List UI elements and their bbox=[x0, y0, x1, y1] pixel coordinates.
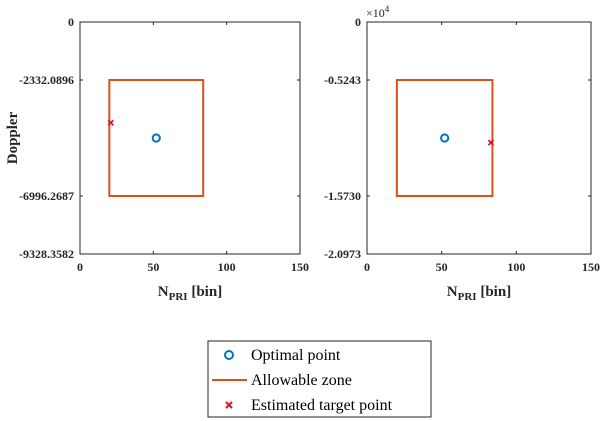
estimated-target-point-marker bbox=[487, 139, 495, 146]
allowable-zone-rect bbox=[108, 79, 205, 197]
y-tick-label: -9328.3582 bbox=[19, 247, 74, 261]
y-tick-label: -6996.2687 bbox=[19, 189, 74, 203]
y-tick-label: -0.5243 bbox=[324, 73, 361, 87]
optimal-point-marker bbox=[440, 133, 450, 143]
y-tick-label: -2332.0896 bbox=[19, 73, 74, 87]
legend-item-estimated-target-point: Estimated target point bbox=[225, 397, 393, 414]
legend: Optimal point Allowable zone Estimated t… bbox=[207, 340, 432, 418]
legend-label-optimal-point: Optimal point bbox=[251, 347, 341, 364]
legend-item-allowable-zone: Allowable zone bbox=[212, 372, 352, 389]
x-tick-label: 0 bbox=[77, 260, 83, 274]
optimal-point-marker bbox=[151, 133, 161, 143]
axes-box-left bbox=[79, 21, 301, 255]
y-axis-label-left: Doppler bbox=[5, 111, 21, 164]
x-axis-label-right: NPRI [bin] bbox=[447, 284, 511, 303]
axes-box-right bbox=[366, 21, 592, 255]
x-tick-label: 50 bbox=[147, 260, 159, 274]
x-tick-label: 50 bbox=[436, 260, 448, 274]
y-tick-label: -2.0973 bbox=[324, 247, 361, 261]
legend-item-optimal-point: Optimal point bbox=[224, 347, 341, 364]
y-tick-label: 0 bbox=[68, 15, 74, 29]
subplot-right: 0 50 100 150 0 -0.5243 -1.5730 -2.0973 NPRI [b… bbox=[324, 4, 600, 303]
x-tick-label: 100 bbox=[218, 260, 236, 274]
x-tick-label: 100 bbox=[507, 260, 525, 274]
x-tick-label: 150 bbox=[291, 260, 309, 274]
x-tick-label: 150 bbox=[582, 260, 600, 274]
x-axis-label-left: NPRI [bin] bbox=[158, 284, 222, 303]
legend-circle-marker bbox=[224, 350, 234, 360]
x-tick-label: 0 bbox=[364, 260, 370, 274]
legend-cross-marker bbox=[225, 401, 233, 409]
subplot-left: 0 50 100 150 0 -2332.0896 -6996.2687 -9328.358… bbox=[5, 15, 309, 303]
y-tick-label: 0 bbox=[355, 15, 361, 29]
y-axis-exponent: ×104 bbox=[366, 4, 390, 20]
legend-label-estimated-target-point: Estimated target point bbox=[251, 397, 393, 414]
allowable-zone-rect bbox=[395, 78, 494, 198]
estimated-target-point-marker bbox=[107, 119, 114, 126]
legend-label-allowable-zone: Allowable zone bbox=[251, 372, 352, 389]
y-tick-label: -1.5730 bbox=[324, 189, 361, 203]
